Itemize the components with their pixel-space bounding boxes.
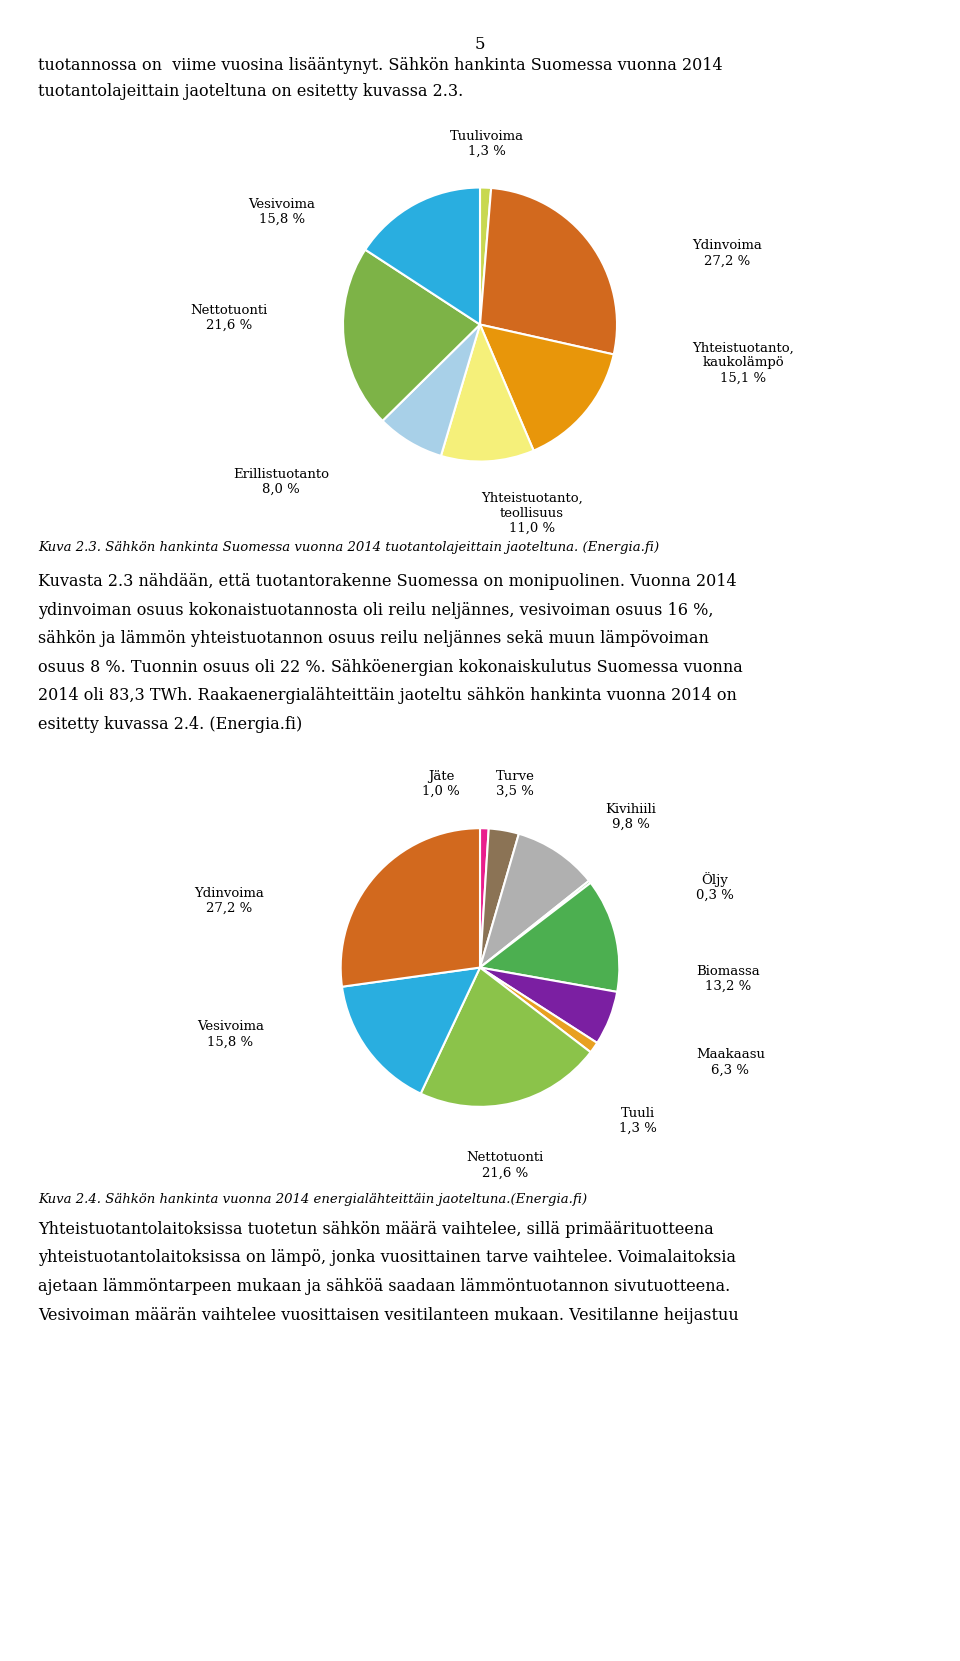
Wedge shape (480, 829, 489, 967)
Wedge shape (420, 967, 590, 1106)
Text: osuus 8 %. Tuonnin osuus oli 22 %. Sähköenergian kokonaiskulutus Suomessa vuonna: osuus 8 %. Tuonnin osuus oli 22 %. Sähkö… (38, 659, 743, 676)
Wedge shape (480, 188, 617, 354)
Text: yhteistuotantolaitoksissa on lämpö, jonka vuosittainen tarve vaihtelee. Voimalai: yhteistuotantolaitoksissa on lämpö, jonk… (38, 1249, 736, 1266)
Wedge shape (480, 967, 597, 1051)
Text: Nettotuonti
21,6 %: Nettotuonti 21,6 % (190, 304, 268, 332)
Text: Kuvasta 2.3 nähdään, että tuotantorakenne Suomessa on monipuolinen. Vuonna 2014: Kuvasta 2.3 nähdään, että tuotantorakenn… (38, 573, 737, 590)
Text: Biomassa
13,2 %: Biomassa 13,2 % (696, 965, 759, 993)
Text: Turve
3,5 %: Turve 3,5 % (495, 769, 535, 797)
Text: Erillistuotanto
8,0 %: Erillistuotanto 8,0 % (233, 468, 329, 497)
Wedge shape (365, 188, 480, 324)
Text: Yhteistuotanto,
kaukolämpö
15,1 %: Yhteistuotanto, kaukolämpö 15,1 % (692, 342, 794, 384)
Text: Kuva 2.3. Sähkön hankinta Suomessa vuonna 2014 tuotantolajeittain jaoteltuna. (E: Kuva 2.3. Sähkön hankinta Suomessa vuonn… (38, 541, 660, 553)
Text: tuotannossa on  viime vuosina lisääntynyt. Sähkön hankinta Suomessa vuonna 2014: tuotannossa on viime vuosina lisääntynyt… (38, 56, 723, 75)
Text: Tuuli
1,3 %: Tuuli 1,3 % (619, 1106, 658, 1134)
Wedge shape (480, 188, 492, 324)
Text: Yhteistuotantolaitoksissa tuotetun sähkön määrä vaihtelee, sillä primäärituottee: Yhteistuotantolaitoksissa tuotetun sähkö… (38, 1221, 714, 1237)
Text: Jäte
1,0 %: Jäte 1,0 % (422, 769, 460, 797)
Wedge shape (480, 834, 589, 967)
Text: Yhteistuotanto,
teollisuus
11,0 %: Yhteistuotanto, teollisuus 11,0 % (481, 492, 583, 535)
Text: Vesivoima
15,8 %: Vesivoima 15,8 % (197, 1020, 264, 1048)
Wedge shape (441, 324, 534, 462)
Text: Vesivoima
15,8 %: Vesivoima 15,8 % (249, 198, 316, 226)
Wedge shape (342, 967, 480, 1093)
Text: Kivihiili
9,8 %: Kivihiili 9,8 % (606, 802, 657, 830)
Text: Tuulivoima
1,3 %: Tuulivoima 1,3 % (450, 130, 524, 158)
Text: 2014 oli 83,3 TWh. Raakaenergialähteittäin jaoteltu sähkön hankinta vuonna 2014 : 2014 oli 83,3 TWh. Raakaenergialähteittä… (38, 688, 737, 704)
Text: Vesivoiman määrän vaihtelee vuosittaisen vesitilanteen mukaan. Vesitilanne heija: Vesivoiman määrän vaihtelee vuosittaisen… (38, 1307, 739, 1324)
Text: Ydinvoima
27,2 %: Ydinvoima 27,2 % (194, 887, 264, 915)
Wedge shape (480, 324, 613, 450)
Wedge shape (341, 829, 480, 987)
Text: esitetty kuvassa 2.4. (Energia.fi): esitetty kuvassa 2.4. (Energia.fi) (38, 716, 302, 733)
Wedge shape (382, 324, 480, 455)
Text: tuotantolajeittain jaoteltuna on esitetty kuvassa 2.3.: tuotantolajeittain jaoteltuna on esitett… (38, 83, 464, 100)
Wedge shape (343, 249, 480, 420)
Text: ydinvoiman osuus kokonaistuotannosta oli reilu neljännes, vesivoiman osuus 16 %,: ydinvoiman osuus kokonaistuotannosta oli… (38, 601, 714, 618)
Text: Nettotuonti
21,6 %: Nettotuonti 21,6 % (467, 1151, 543, 1179)
Wedge shape (480, 967, 617, 1043)
Text: Maakaasu
6,3 %: Maakaasu 6,3 % (696, 1048, 765, 1076)
Text: Kuva 2.4. Sähkön hankinta vuonna 2014 energialähteittäin jaoteltuna.(Energia.fi): Kuva 2.4. Sähkön hankinta vuonna 2014 en… (38, 1193, 588, 1206)
Wedge shape (480, 884, 619, 992)
Wedge shape (480, 829, 518, 967)
Text: ajetaan lämmöntarpeen mukaan ja sähköä saadaan lämmöntuotannon sivutuotteena.: ajetaan lämmöntarpeen mukaan ja sähköä s… (38, 1277, 731, 1296)
Wedge shape (480, 880, 590, 967)
Text: Ydinvoima
27,2 %: Ydinvoima 27,2 % (692, 239, 762, 267)
Text: Öljy
0,3 %: Öljy 0,3 % (696, 872, 733, 902)
Text: 5: 5 (475, 35, 485, 53)
Text: sähkön ja lämmön yhteistuotannon osuus reilu neljännes sekä muun lämpövoiman: sähkön ja lämmön yhteistuotannon osuus r… (38, 630, 709, 648)
